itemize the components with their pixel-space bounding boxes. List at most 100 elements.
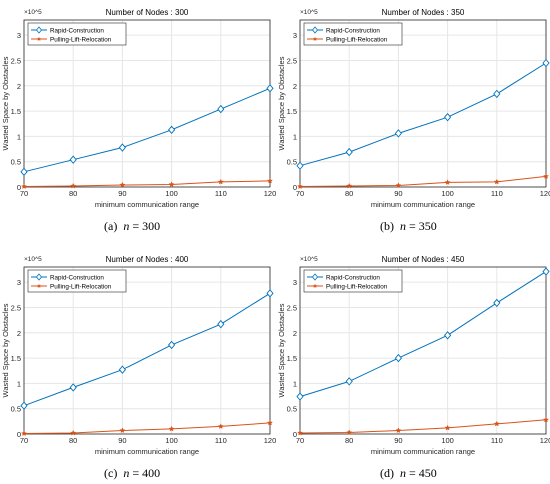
caption-value: = 350 bbox=[406, 219, 437, 233]
data-point-star bbox=[444, 424, 451, 431]
legend-label: Rapid-Construction bbox=[50, 28, 104, 35]
data-point-star bbox=[493, 420, 500, 427]
x-tick-label: 90 bbox=[118, 189, 126, 198]
x-tick-label: 120 bbox=[540, 189, 550, 198]
legend-marker-diamond bbox=[311, 26, 319, 34]
legend-marker-star bbox=[36, 283, 42, 288]
caption-c: (c) n = 400 bbox=[104, 466, 160, 481]
y-tick-label: 2 bbox=[17, 82, 21, 91]
x-tick-label: 70 bbox=[296, 436, 304, 445]
y-tick-label: 1.5 bbox=[287, 354, 297, 363]
x-tick-label: 90 bbox=[394, 436, 402, 445]
series-line bbox=[23, 422, 271, 434]
x-tick-label: 90 bbox=[394, 189, 402, 198]
series-line bbox=[23, 180, 271, 187]
y-axis-label: Wasted Space by Obstacles bbox=[1, 56, 10, 150]
y-tick-label: 0 bbox=[17, 430, 21, 439]
y-tick-label: 2 bbox=[17, 329, 21, 338]
y-tick-label: 3 bbox=[17, 31, 21, 40]
data-point-star bbox=[296, 429, 304, 436]
y-exponent-label: ×10^5 bbox=[24, 9, 42, 16]
y-exponent-label: ×10^5 bbox=[300, 256, 318, 263]
series-line bbox=[23, 87, 271, 173]
series-line bbox=[299, 62, 547, 167]
data-point-star bbox=[21, 430, 27, 437]
x-tick-label: 100 bbox=[165, 436, 178, 445]
data-point-diamond bbox=[345, 147, 353, 157]
legend-marker-star bbox=[312, 36, 318, 41]
plot-area bbox=[24, 267, 270, 434]
data-point-star bbox=[21, 183, 27, 190]
y-axis-label: Wasted Space by Obstacles bbox=[1, 303, 10, 397]
data-point-star bbox=[217, 178, 224, 185]
data-point-diamond bbox=[217, 319, 225, 329]
data-point-diamond bbox=[296, 392, 304, 401]
x-tick-label: 80 bbox=[345, 436, 353, 445]
axes-box bbox=[23, 266, 271, 435]
chart-title: Number of Nodes : 350 bbox=[382, 8, 465, 17]
series-line bbox=[299, 271, 547, 398]
data-point-diamond bbox=[69, 383, 77, 392]
plot-area bbox=[300, 267, 546, 434]
x-tick-label: 110 bbox=[215, 436, 227, 445]
plot-area bbox=[300, 20, 546, 187]
chart-panel-a: 0 0.5 1 1.5 2 2.5 3 70 80 90 100 110 120 ×10^5 Number … bbox=[1, 8, 277, 209]
legend-label: Pulling-Lift-Relocation bbox=[50, 284, 112, 291]
x-tick-label: 100 bbox=[441, 189, 454, 198]
data-point-star bbox=[217, 423, 224, 429]
data-point-diamond bbox=[493, 89, 501, 99]
data-point-diamond bbox=[394, 353, 402, 363]
axes-box bbox=[23, 19, 271, 188]
y-tick-label: 0.5 bbox=[11, 405, 21, 414]
x-tick-label: 80 bbox=[345, 189, 353, 198]
y-tick-label: 0.5 bbox=[11, 158, 21, 167]
caption-a: (a) n = 300 bbox=[104, 219, 160, 234]
data-point-star bbox=[119, 181, 126, 188]
caption-label: (b) bbox=[380, 219, 394, 233]
data-point-star bbox=[297, 183, 303, 190]
series-line bbox=[23, 292, 271, 407]
data-point-star bbox=[346, 182, 353, 189]
x-tick-label: 120 bbox=[264, 436, 277, 445]
chart-panel-c: 0 0.5 1 1.5 2 2.5 3 70 80 90 100 110 120 ×10^5 Number … bbox=[1, 255, 277, 456]
caption-variable: n bbox=[400, 466, 406, 480]
y-tick-label: 1 bbox=[293, 132, 297, 141]
y-tick-label: 1 bbox=[293, 379, 297, 388]
caption-variable: n bbox=[123, 219, 130, 233]
data-point-star bbox=[70, 429, 77, 436]
data-point-star bbox=[542, 173, 550, 179]
x-axis-label: minimum communication range bbox=[371, 200, 475, 209]
data-point-star bbox=[542, 416, 550, 423]
y-exponent-label: ×10^5 bbox=[24, 256, 42, 263]
data-point-diamond bbox=[20, 167, 28, 177]
y-tick-label: 0 bbox=[17, 183, 21, 192]
caption-variable: n bbox=[400, 219, 406, 233]
legend-box bbox=[303, 22, 403, 46]
x-axis-label: minimum communication range bbox=[371, 447, 475, 456]
legend-box bbox=[27, 269, 127, 293]
legend-marker-star bbox=[36, 36, 42, 41]
legend-box bbox=[303, 269, 403, 293]
data-point-star bbox=[444, 179, 451, 185]
legend-marker-star bbox=[312, 283, 318, 288]
legend-label: Pulling-Lift-Relocation bbox=[326, 37, 388, 44]
x-tick-label: 110 bbox=[491, 436, 503, 445]
y-tick-label: 1.5 bbox=[11, 354, 21, 363]
y-axis-label: Wasted Space by Obstacles bbox=[277, 56, 286, 150]
y-tick-label: 2.5 bbox=[287, 56, 297, 65]
data-point-diamond bbox=[542, 267, 550, 276]
x-tick-label: 90 bbox=[118, 436, 126, 445]
x-tick-label: 100 bbox=[441, 436, 454, 445]
x-tick-label: 100 bbox=[165, 189, 178, 198]
data-point-diamond bbox=[394, 129, 402, 138]
data-point-star bbox=[266, 177, 274, 184]
data-point-star bbox=[395, 182, 402, 189]
y-tick-label: 0.5 bbox=[287, 405, 297, 414]
y-tick-label: 1 bbox=[17, 132, 21, 141]
data-point-star bbox=[168, 181, 175, 188]
y-tick-label: 3 bbox=[293, 31, 297, 40]
data-point-diamond bbox=[266, 289, 274, 298]
data-point-diamond bbox=[444, 331, 452, 340]
x-tick-label: 120 bbox=[264, 189, 277, 198]
data-point-diamond bbox=[118, 365, 126, 374]
